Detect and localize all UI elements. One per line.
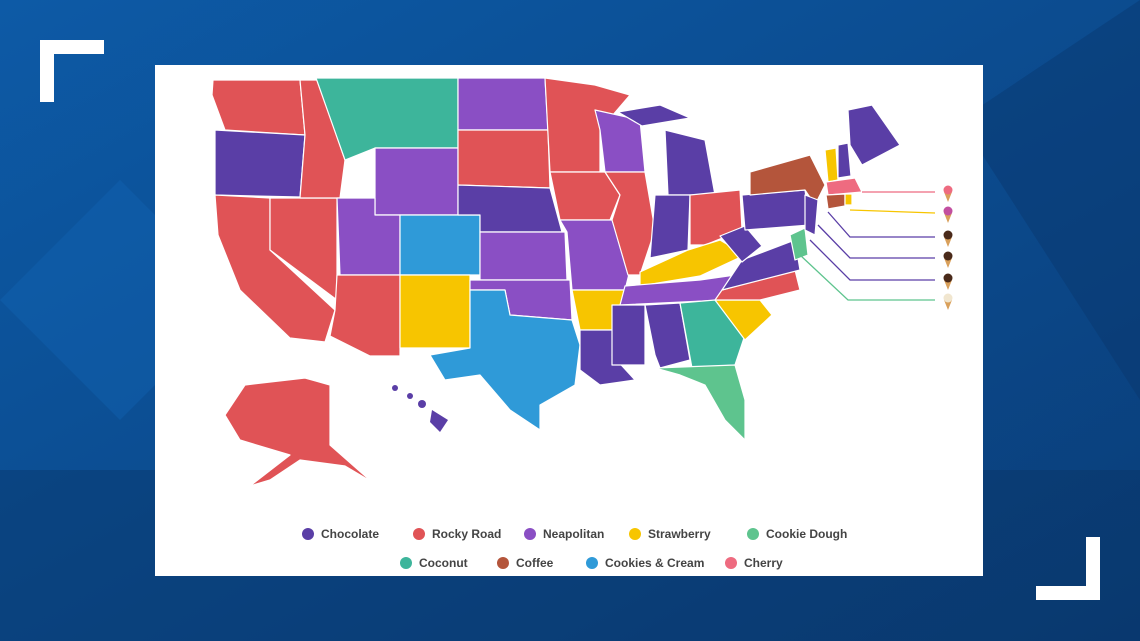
bg-shape xyxy=(960,0,1140,400)
legend-label: Chocolate xyxy=(321,527,379,541)
state xyxy=(617,104,691,127)
callouts xyxy=(799,191,936,301)
legend-label: Neapolitan xyxy=(543,527,604,541)
legend-swatch xyxy=(497,557,509,569)
state xyxy=(604,171,656,276)
state xyxy=(399,214,481,276)
state xyxy=(429,289,581,431)
state xyxy=(741,189,811,231)
state xyxy=(611,304,646,366)
state xyxy=(844,193,853,206)
legend-label: Cookies & Cream xyxy=(605,556,704,570)
cone-icons xyxy=(943,185,953,310)
state xyxy=(399,274,471,349)
state xyxy=(211,79,306,136)
state xyxy=(374,147,459,216)
state xyxy=(719,225,763,263)
state xyxy=(824,147,839,183)
state xyxy=(649,194,691,259)
state xyxy=(457,77,549,131)
legend-swatch xyxy=(400,557,412,569)
state xyxy=(825,193,846,210)
state xyxy=(457,129,551,189)
state xyxy=(549,171,621,221)
legend-swatch xyxy=(524,528,536,540)
state xyxy=(392,385,448,432)
state xyxy=(224,377,373,487)
legend-label: Coconut xyxy=(419,556,468,570)
state xyxy=(654,364,746,441)
state xyxy=(214,129,306,198)
legend-label: Coffee xyxy=(516,556,554,570)
corner-bracket xyxy=(40,40,104,102)
state xyxy=(804,194,819,236)
legend: Chocolate Rocky Road Neapolitan Strawberry C… xyxy=(302,527,847,570)
legend-swatch xyxy=(629,528,641,540)
legend-label: Cookie Dough xyxy=(766,527,847,541)
legend-swatch xyxy=(586,557,598,569)
legend-swatch xyxy=(413,528,425,540)
legend-swatch xyxy=(725,557,737,569)
legend-swatch xyxy=(302,528,314,540)
legend-label: Cherry xyxy=(744,556,783,570)
legend-label: Rocky Road xyxy=(432,527,501,541)
state xyxy=(721,239,801,291)
legend-label: Strawberry xyxy=(648,527,711,541)
state xyxy=(479,231,568,281)
us-map xyxy=(211,77,901,487)
state xyxy=(644,302,691,369)
state xyxy=(847,104,901,166)
state xyxy=(837,142,852,179)
corner-bracket xyxy=(1036,537,1100,600)
legend-swatch xyxy=(747,528,759,540)
state xyxy=(789,227,809,261)
